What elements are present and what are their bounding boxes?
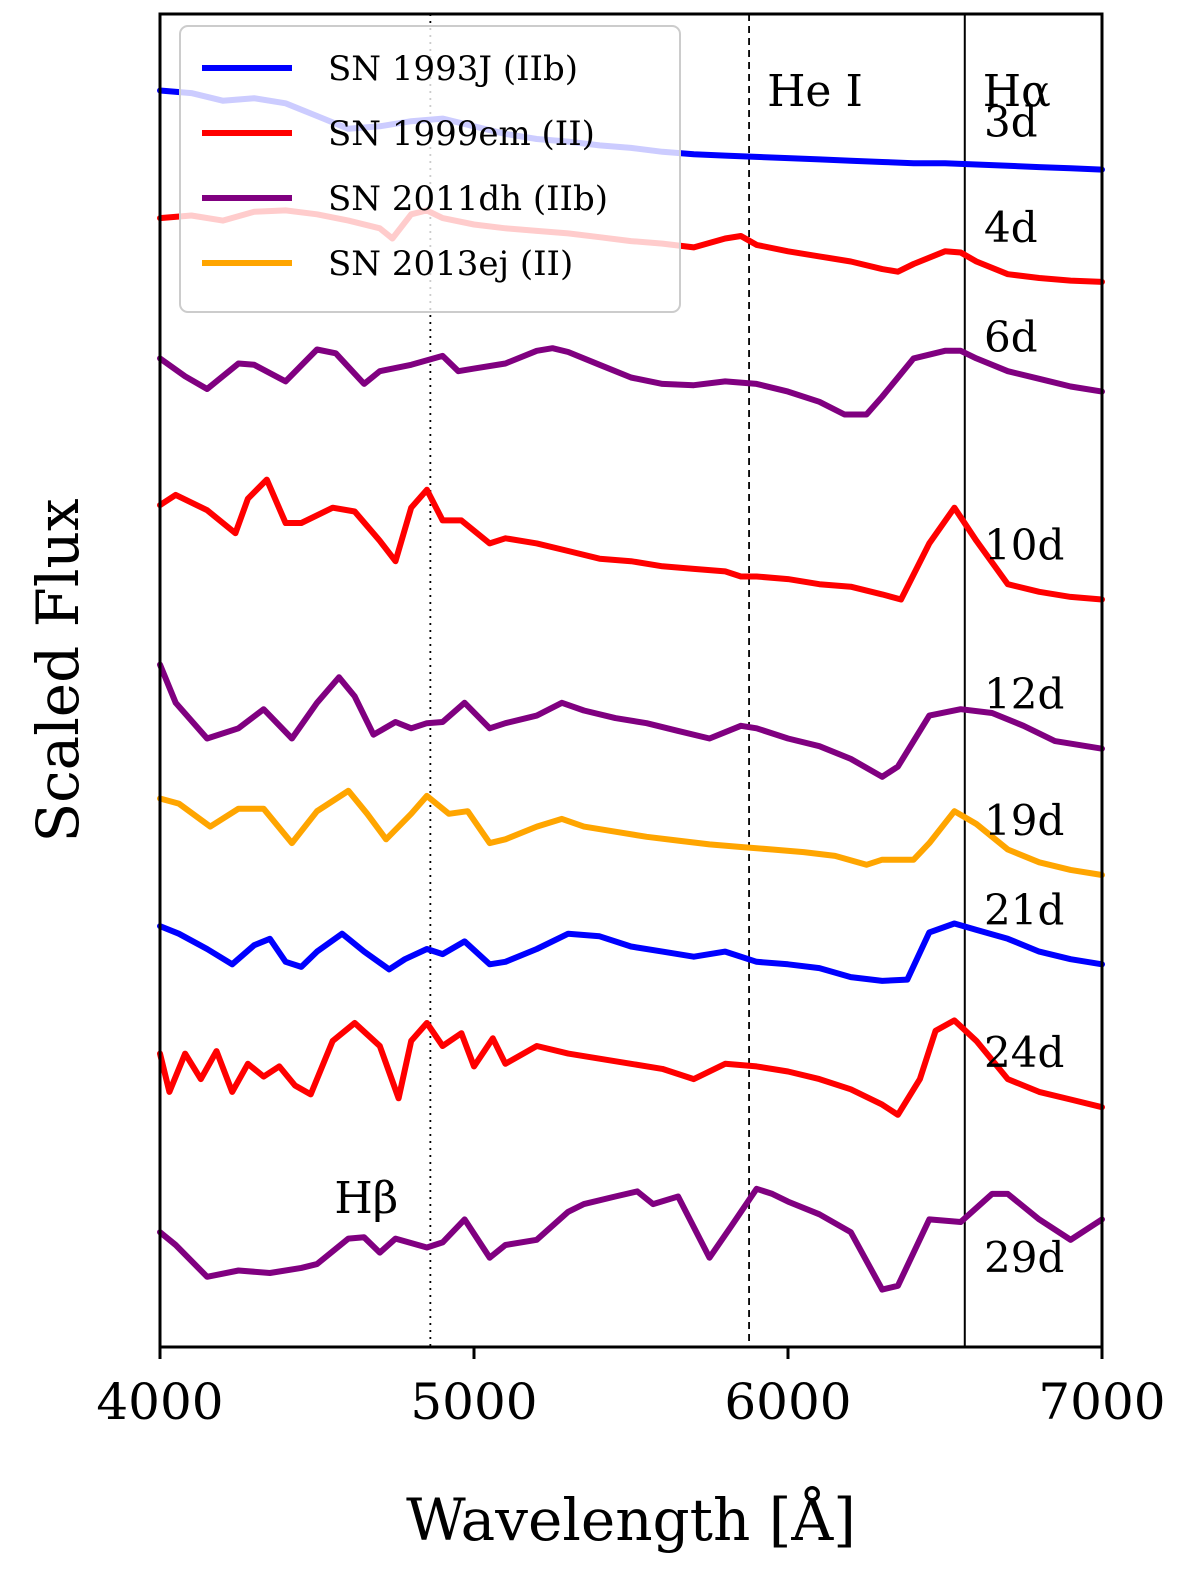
spectrum-line-29d xyxy=(157,1185,1105,1293)
plot-frame xyxy=(158,12,1104,1349)
spectrum-line-21d xyxy=(157,920,1105,984)
epoch-label: 3d xyxy=(984,98,1038,147)
legend-entry-label: SN 1993J (IIb) xyxy=(328,49,578,89)
x-tick-label: 7000 xyxy=(1038,1373,1165,1431)
x-axis-title: Wavelength [Å] xyxy=(406,1486,856,1554)
ref-line-label: He I xyxy=(767,66,863,117)
legend-entry-label: SN 2013ej (II) xyxy=(328,244,573,284)
legend-entry-label: SN 2011dh (IIb) xyxy=(328,179,608,219)
ref-line-label: Hβ xyxy=(334,1173,398,1224)
spectrum-line-24d xyxy=(157,1017,1105,1118)
legend-entry-label: SN 1999em (II) xyxy=(328,114,595,154)
spectrum-line-19d xyxy=(157,787,1105,878)
x-tick-label: 6000 xyxy=(724,1373,851,1431)
legend-box xyxy=(179,25,681,313)
epoch-label: 29d xyxy=(984,1233,1064,1282)
epoch-label: 10d xyxy=(984,520,1064,569)
x-tick-label: 4000 xyxy=(96,1373,223,1431)
epoch-label: 24d xyxy=(984,1028,1064,1077)
epoch-label: 6d xyxy=(984,313,1038,362)
spectrum-line-6d xyxy=(157,345,1105,418)
y-axis-title: Scaled Flux xyxy=(24,498,92,842)
spectrum-line-12d xyxy=(157,661,1105,780)
epoch-label: 12d xyxy=(984,670,1064,719)
epoch-label: 4d xyxy=(984,203,1038,252)
epoch-label: 21d xyxy=(984,885,1064,934)
x-tick-label: 5000 xyxy=(410,1373,537,1431)
ref-line-label: Hα xyxy=(983,66,1051,117)
spectrum-line-10d xyxy=(157,476,1105,603)
legend: SN 1993J (IIb) SN 1999em (II) SN 2011dh (I… xyxy=(179,25,681,313)
epoch-label: 19d xyxy=(984,796,1064,845)
